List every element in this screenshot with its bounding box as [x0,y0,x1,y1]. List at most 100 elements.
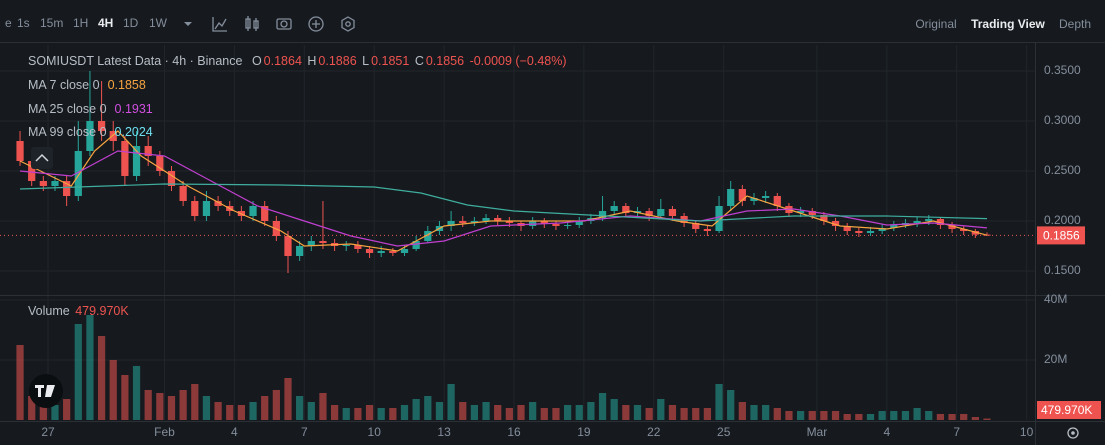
candle-body [97,121,106,131]
ma-name: MA 7 close 0 [28,78,100,92]
candle-body [307,241,315,246]
volume-bar [237,405,246,420]
volume-bar [191,384,199,420]
ma-value: 0.1858 [107,78,146,92]
ma-line [19,150,988,247]
volume-bar [272,390,280,420]
candle-body [890,225,898,228]
volume-bar [796,411,805,420]
add-icon[interactable] [308,16,324,32]
volume-bar [132,366,141,420]
volume-bar [249,402,257,420]
candle-body [459,221,467,223]
x-tick-label: 22 [647,425,661,439]
candle-body [727,189,735,206]
candle-body [109,131,117,141]
low-value: 0.1851 [371,54,410,68]
volume-bar [412,399,420,420]
volume-bar [121,375,129,420]
volume-bar [563,405,572,420]
x-tick-label: 10 [368,425,382,439]
candle-body [191,201,199,216]
ma-name: MA 25 close 0 [28,101,107,116]
candle-body [494,218,502,221]
interval[interactable]: 1D [123,16,139,30]
ohlc-label: L [362,54,370,68]
candle-body [831,221,840,226]
interval[interactable]: e [5,16,12,30]
interval-active[interactable]: 4H [98,16,113,30]
candle-body [400,249,409,253]
y-tick-label: 0.1500 [1044,263,1081,277]
candle-body [610,206,618,211]
candle-body [505,221,513,223]
volume-bar [703,408,712,420]
candle-body [703,229,712,231]
interval[interactable]: 1s [17,16,30,30]
x-tick-label: 16 [507,425,521,439]
volume-bar [389,408,397,420]
volume-bar [878,411,886,420]
volume-bar [319,393,327,420]
candle-body [715,206,723,231]
volume-bar [785,411,793,420]
candle-body [144,146,152,156]
x-tick-label: 7 [953,425,960,439]
volume-bar [529,402,537,420]
collapse-button[interactable] [31,147,53,169]
indicator-icon[interactable] [212,17,227,32]
volume-bar [948,414,956,420]
volume-bar [97,336,106,420]
view-tab-active[interactable]: Trading View [971,17,1045,31]
volume-bar [156,393,164,420]
ma-legend-row: MA 25 close 0 0.1931 [28,102,155,116]
settings-icon[interactable] [341,16,355,32]
volume-bar [179,390,187,420]
volume-bar [505,408,513,420]
x-tick-label: 19 [577,425,591,439]
volume-bar [925,411,933,420]
candle-body [762,196,770,198]
volume-bar [855,414,863,420]
candle-body [342,245,350,246]
ohlc-label: H [307,54,317,68]
tv-logo [29,374,63,408]
volume-bar [109,360,117,420]
volume-bar [447,384,455,420]
x-tick-label: 13 [437,425,451,439]
volume-bar [284,378,292,420]
volume-bar [820,411,828,420]
last-price-box [1037,226,1085,245]
candle-body [261,206,269,221]
time-settings[interactable] [1067,427,1079,439]
volume-bar [28,396,36,420]
volume-bar [51,405,59,420]
volume-bar [960,414,968,420]
candle-icon[interactable] [245,16,259,31]
candle-body [156,156,164,171]
candle-body [960,229,968,231]
screenshot-icon[interactable] [276,18,292,30]
volume-bar [575,405,583,420]
volume-bar [214,402,222,420]
view-tab[interactable]: Depth [1059,17,1091,31]
candle-body [552,224,560,226]
ma-name: MA 99 close 0 [28,125,107,139]
candle-body [878,228,886,231]
view-tab[interactable]: Original [915,17,956,31]
volume-bar [435,402,444,420]
candle-body [28,161,36,181]
candle-body [796,211,805,213]
interval[interactable]: 1W [149,16,168,30]
dropdown-icon[interactable] [184,22,192,26]
interval[interactable]: 1H [73,16,88,30]
candle-body [424,231,432,241]
y-tick-label: 0.3000 [1044,113,1081,127]
volume-bar [144,390,152,420]
interval[interactable]: 15m [40,16,63,30]
symbol-title: SOMIUSDT Latest Data · 4h · Binance [28,54,243,68]
volume-bar [167,396,176,420]
volume-bar [890,411,898,420]
volume-bar [354,408,362,420]
volume-bar [307,402,315,420]
